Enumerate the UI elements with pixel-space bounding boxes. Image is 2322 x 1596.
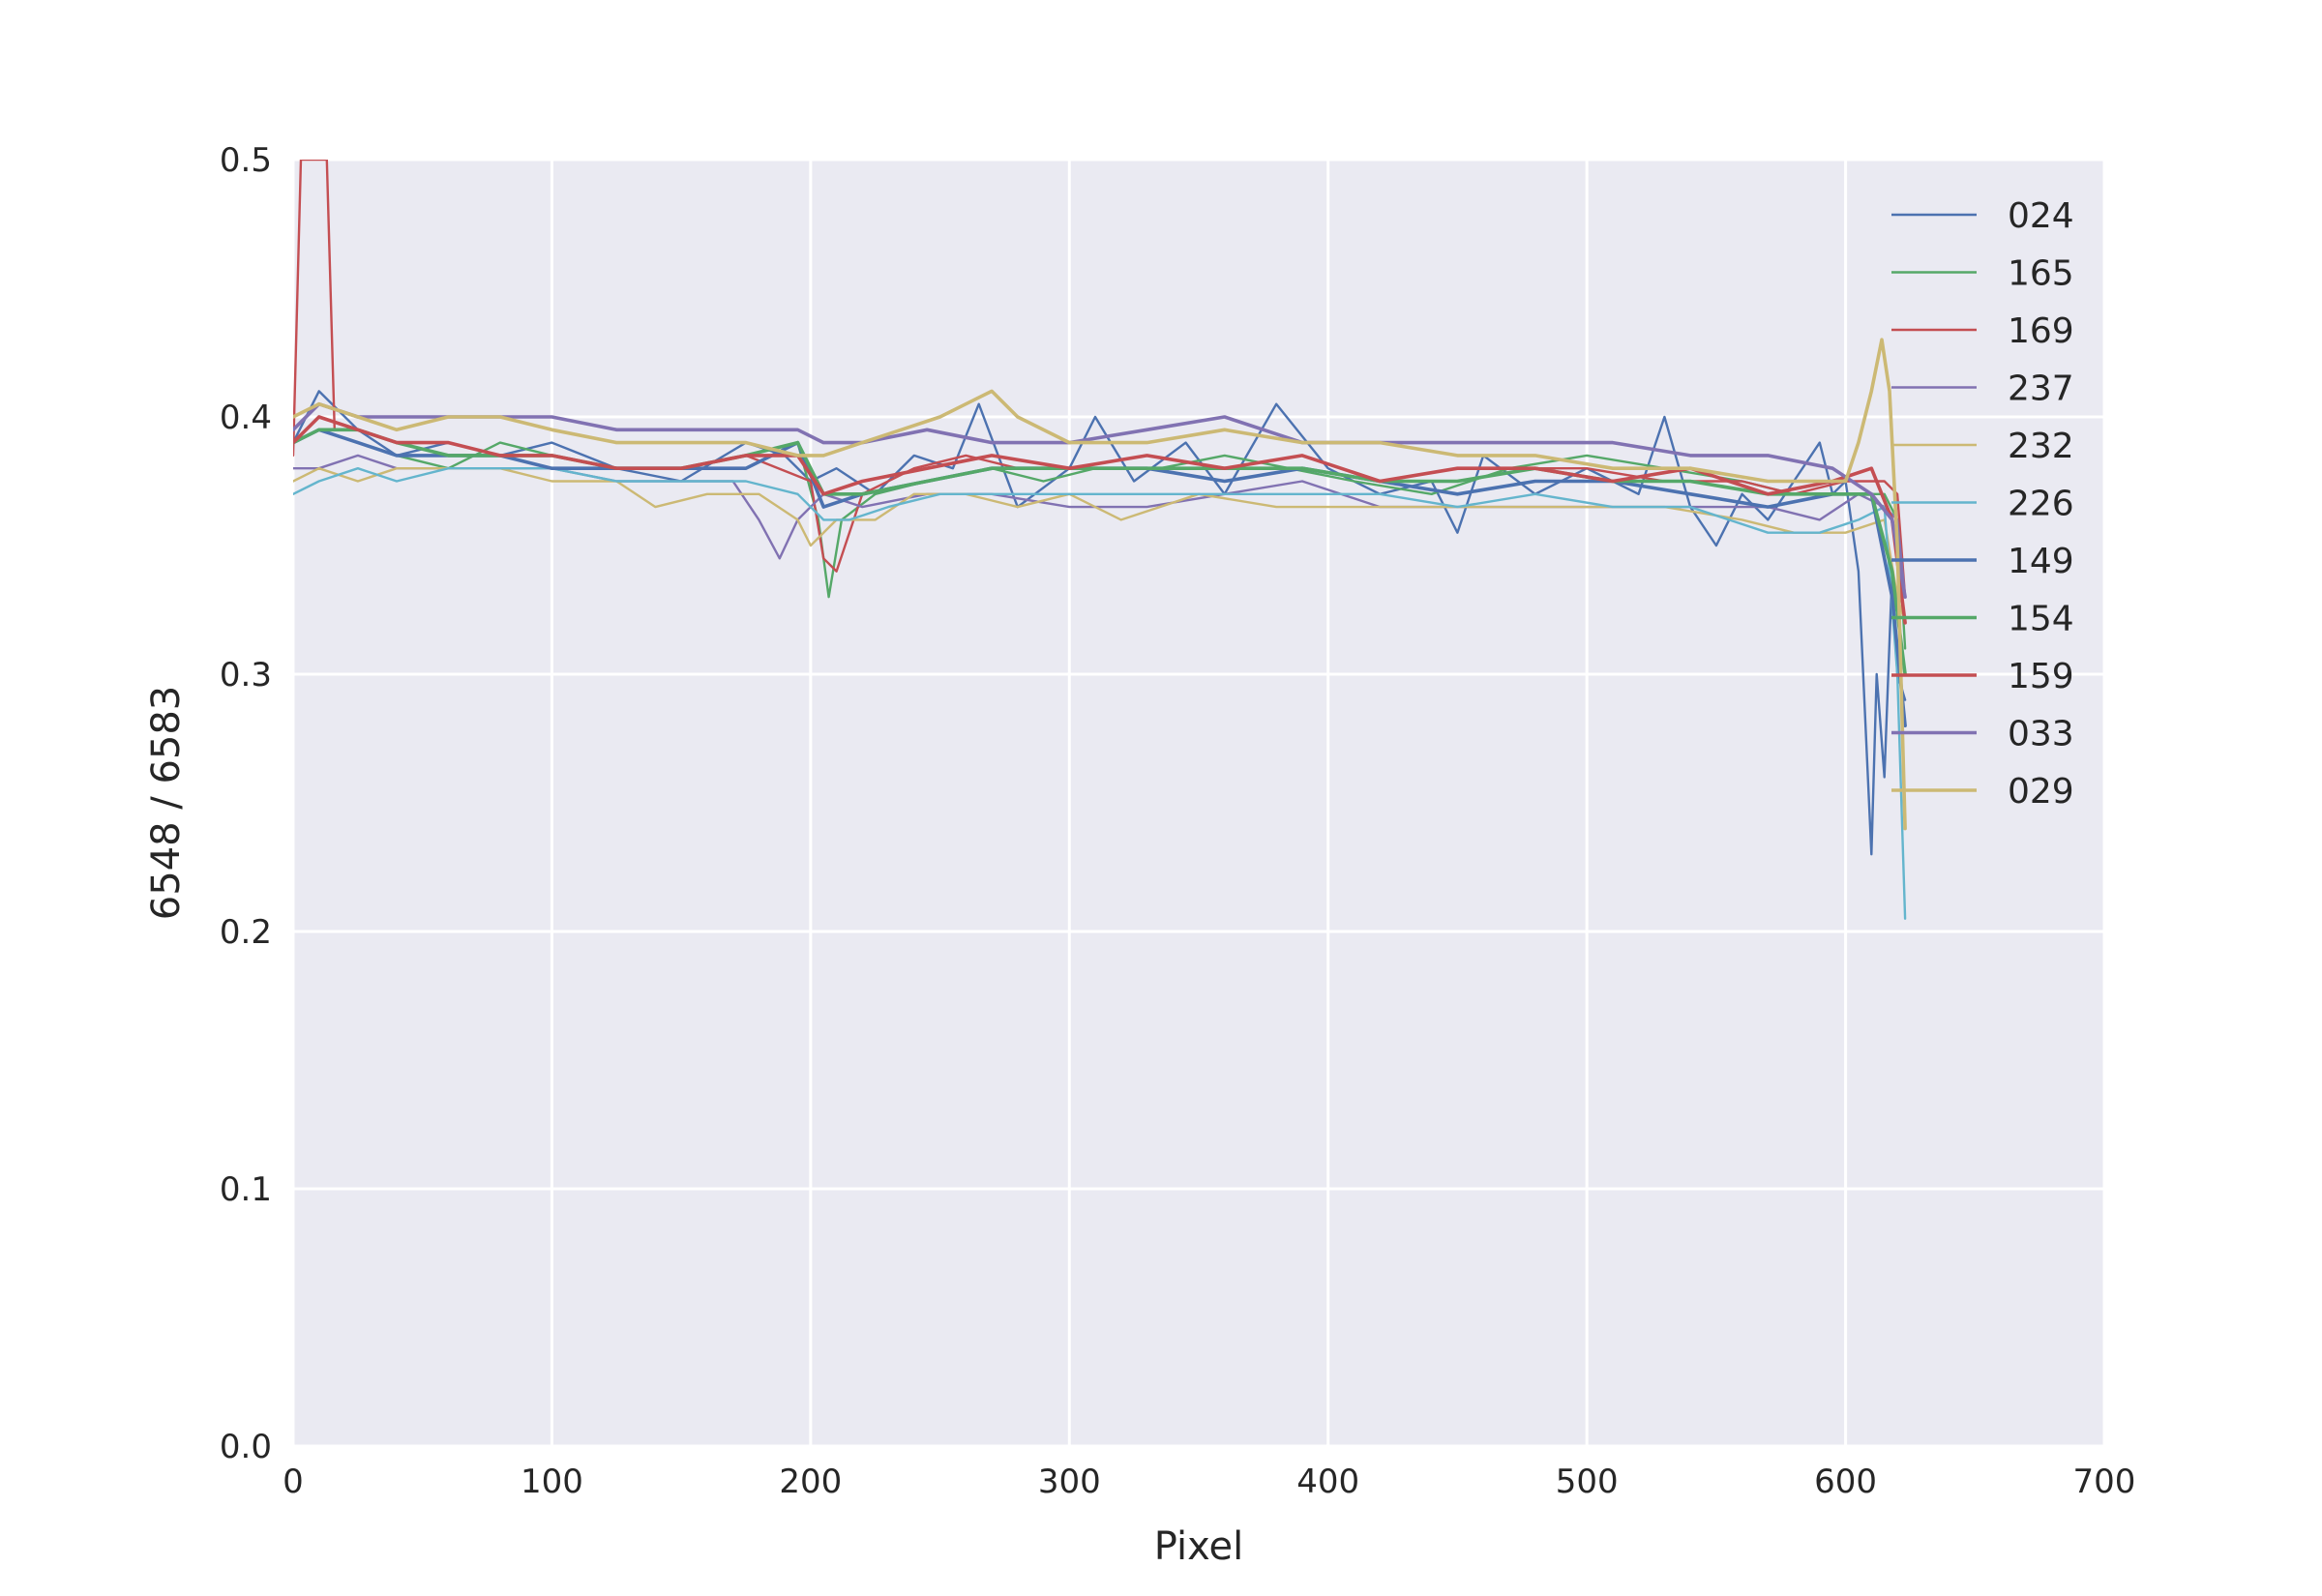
- legend-label: 159: [2008, 657, 2074, 696]
- legend-label: 029: [2008, 772, 2074, 812]
- y-tick-label: 0.1: [220, 1170, 272, 1209]
- legend-label: 033: [2008, 715, 2074, 754]
- series-line-024: [293, 390, 1907, 856]
- legend-label: 165: [2008, 254, 2074, 294]
- legend-label: 237: [2008, 369, 2074, 409]
- legend-label: 169: [2008, 311, 2074, 351]
- x-tick-label: 100: [521, 1463, 583, 1501]
- x-tick-label: 400: [1296, 1463, 1359, 1501]
- x-tick-label: 500: [1556, 1463, 1619, 1501]
- series-line-159: [293, 415, 1907, 625]
- y-tick-label: 0.0: [220, 1428, 272, 1466]
- x-tick-label: 0: [283, 1463, 304, 1501]
- y-tick-label: 0.5: [220, 141, 272, 180]
- y-axis-label: 6548 / 6583: [144, 686, 189, 921]
- x-axis-label: Pixel: [1154, 1524, 1244, 1569]
- plot-area: [293, 160, 2104, 1446]
- y-tick-label: 0.2: [220, 913, 272, 952]
- grid-lines: [291, 158, 2106, 1448]
- legend-label: 226: [2008, 485, 2074, 524]
- legend-label: 154: [2008, 600, 2074, 639]
- legend-label: 024: [2008, 196, 2074, 236]
- x-tick-label: 700: [2073, 1463, 2136, 1501]
- legend-label: 149: [2008, 542, 2074, 581]
- series-line-154: [293, 428, 1907, 676]
- x-tick-label: 200: [779, 1463, 842, 1501]
- x-tick-label: 300: [1038, 1463, 1101, 1501]
- legend-label: 232: [2008, 427, 2074, 466]
- legend: 024 165 169 237 232 226 149 154 159 033 029: [1891, 196, 2074, 812]
- series-line-226: [293, 467, 1907, 920]
- y-tick-label: 0.4: [220, 399, 272, 437]
- series-lines: [293, 160, 1907, 920]
- y-tick-label: 0.3: [220, 656, 272, 695]
- series-line-029: [293, 338, 1907, 831]
- x-tick-labels: 0 100 200 300 400 500 600 700: [283, 1463, 2135, 1501]
- x-tick-label: 600: [1814, 1463, 1877, 1501]
- y-tick-labels: 0.0 0.1 0.2 0.3 0.4 0.5: [220, 141, 272, 1466]
